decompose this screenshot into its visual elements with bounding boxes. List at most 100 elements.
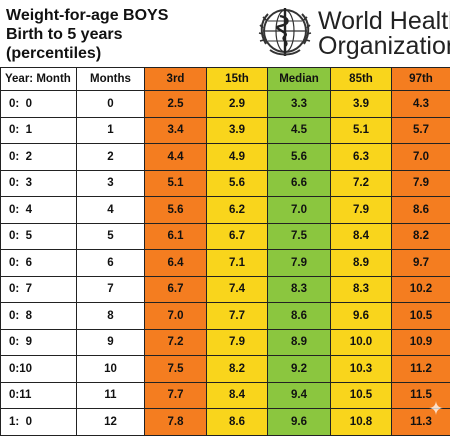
age-cell: 0: 9 [1,329,77,356]
title-line-3: (percentiles) [6,44,168,63]
months-cell: 1 [77,117,145,144]
weight-for-age-table: Year: Month Months 3rd 15th Median 85th … [0,67,450,436]
months-cell: 9 [77,329,145,356]
age-cell: 0: 3 [1,170,77,197]
p97-cell: 7.9 [392,170,450,197]
p15-cell: 7.7 [207,303,268,330]
median-cell: 9.4 [268,382,331,409]
p15-cell: 6.7 [207,223,268,250]
p85-cell: 6.3 [331,144,392,171]
p15-cell: 7.4 [207,276,268,303]
age-cell: 0: 1 [1,117,77,144]
col-header-97th: 97th [392,68,450,91]
months-cell: 4 [77,197,145,224]
p85-cell: 10.3 [331,356,392,383]
p3-cell: 4.4 [145,144,207,171]
months-cell: 11 [77,382,145,409]
p3-cell: 6.4 [145,250,207,277]
p97-cell: 7.0 [392,144,450,171]
age-cell: 0: 8 [1,303,77,330]
p85-cell: 9.6 [331,303,392,330]
age-cell: 0: 4 [1,197,77,224]
p3-cell: 6.7 [145,276,207,303]
p85-cell: 8.4 [331,223,392,250]
p3-cell: 7.0 [145,303,207,330]
median-cell: 8.3 [268,276,331,303]
median-cell: 6.6 [268,170,331,197]
p15-cell: 8.4 [207,382,268,409]
p97-cell: 10.2 [392,276,450,303]
p85-cell: 8.3 [331,276,392,303]
age-cell: 0:10 [1,356,77,383]
age-cell: 0:11 [1,382,77,409]
median-cell: 7.5 [268,223,331,250]
median-cell: 5.6 [268,144,331,171]
p97-cell: 8.6 [392,197,450,224]
p3-cell: 5.1 [145,170,207,197]
p85-cell: 7.9 [331,197,392,224]
p15-cell: 2.9 [207,91,268,118]
p97-cell: 10.9 [392,329,450,356]
age-cell: 0: 6 [1,250,77,277]
who-emblem-icon [256,4,314,62]
p15-cell: 3.9 [207,117,268,144]
months-cell: 8 [77,303,145,330]
p15-cell: 5.6 [207,170,268,197]
organization-name: World Health Organization [318,9,450,59]
who-logo: World Health Organization [256,4,450,64]
p3-cell: 2.5 [145,91,207,118]
months-cell: 3 [77,170,145,197]
sparkle-icon [428,400,444,416]
months-cell: 10 [77,356,145,383]
header-row: Year: Month Months 3rd 15th Median 85th … [1,68,450,91]
months-cell: 2 [77,144,145,171]
age-cell: 0: 2 [1,144,77,171]
p3-cell: 7.5 [145,356,207,383]
title-line-2: Birth to 5 years [6,25,168,44]
months-cell: 7 [77,276,145,303]
median-cell: 7.0 [268,197,331,224]
p15-cell: 4.9 [207,144,268,171]
months-cell: 5 [77,223,145,250]
col-header-3rd: 3rd [145,68,207,91]
p85-cell: 10.0 [331,329,392,356]
age-cell: 0: 7 [1,276,77,303]
col-header-median: Median [268,68,331,91]
page-header: Weight-for-age BOYS Birth to 5 years (pe… [0,0,450,66]
col-header-15th: 15th [207,68,268,91]
p97-cell: 8.2 [392,223,450,250]
title-line-1: Weight-for-age BOYS [6,6,168,25]
p97-cell: 5.7 [392,117,450,144]
chart-title: Weight-for-age BOYS Birth to 5 years (pe… [6,6,168,63]
median-cell: 8.6 [268,303,331,330]
org-line-2: Organization [318,34,450,59]
col-header-year-month: Year: Month [1,68,77,91]
median-cell: 4.5 [268,117,331,144]
p85-cell: 7.2 [331,170,392,197]
col-header-months: Months [77,68,145,91]
p85-cell: 5.1 [331,117,392,144]
p15-cell: 6.2 [207,197,268,224]
age-cell: 0: 0 [1,91,77,118]
months-cell: 6 [77,250,145,277]
p15-cell: 7.1 [207,250,268,277]
p15-cell: 7.9 [207,329,268,356]
p3-cell: 7.2 [145,329,207,356]
p97-cell: 10.5 [392,303,450,330]
p3-cell: 7.7 [145,382,207,409]
months-cell: 0 [77,91,145,118]
p3-cell: 3.4 [145,117,207,144]
p85-cell: 8.9 [331,250,392,277]
p85-cell: 3.9 [331,91,392,118]
age-cell: 0: 5 [1,223,77,250]
p85-cell: 10.5 [331,382,392,409]
